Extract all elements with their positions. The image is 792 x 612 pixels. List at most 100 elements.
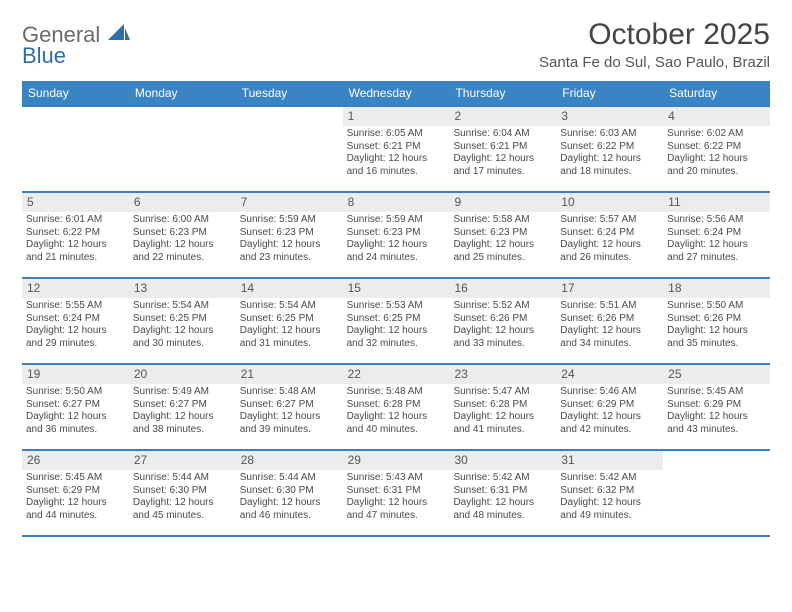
weekday-label: Wednesday — [343, 81, 450, 105]
day-line: Daylight: 12 hours and 25 minutes. — [453, 239, 552, 264]
week-row: 1 Sunrise: 6:05 AMSunset: 6:21 PMDaylight… — [22, 105, 770, 191]
day-line: Daylight: 12 hours and 17 minutes. — [453, 153, 552, 178]
day-line: Daylight: 12 hours and 24 minutes. — [347, 239, 446, 264]
day-line: Daylight: 12 hours and 35 minutes. — [667, 325, 766, 350]
day-line: Sunrise: 5:53 AM — [347, 300, 446, 313]
day-cell: 17Sunrise: 5:51 AMSunset: 6:26 PMDayligh… — [556, 279, 663, 363]
day-body: Sunrise: 5:48 AMSunset: 6:27 PMDaylight:… — [236, 386, 343, 440]
logo-line2: Blue — [22, 43, 66, 68]
day-number — [22, 107, 129, 126]
day-cell: 4 Sunrise: 6:02 AMSunset: 6:22 PMDaylight… — [663, 107, 770, 191]
day-cell — [236, 107, 343, 191]
day-number: 25 — [663, 365, 770, 384]
day-line: Daylight: 12 hours and 32 minutes. — [347, 325, 446, 350]
day-cell: 8Sunrise: 5:59 AMSunset: 6:23 PMDaylight… — [343, 193, 450, 277]
day-line: Daylight: 12 hours and 49 minutes. — [560, 497, 659, 522]
weekday-header: Sunday Monday Tuesday Wednesday Thursday… — [22, 81, 770, 105]
location: Santa Fe do Sul, Sao Paulo, Brazil — [539, 54, 770, 71]
day-number: 16 — [449, 279, 556, 298]
day-line: Sunset: 6:28 PM — [453, 399, 552, 412]
day-body: Sunrise: 5:44 AMSunset: 6:30 PMDaylight:… — [236, 472, 343, 526]
day-body: Sunrise: 5:58 AMSunset: 6:23 PMDaylight:… — [449, 214, 556, 268]
day-line: Sunrise: 5:50 AM — [26, 386, 125, 399]
day-number: 4 — [663, 107, 770, 126]
day-line: Sunrise: 6:02 AM — [667, 128, 766, 141]
day-number: 24 — [556, 365, 663, 384]
day-line: Sunrise: 5:52 AM — [453, 300, 552, 313]
week-row: 19Sunrise: 5:50 AMSunset: 6:27 PMDayligh… — [22, 363, 770, 449]
day-body: Sunrise: 6:01 AMSunset: 6:22 PMDaylight:… — [22, 214, 129, 268]
day-body: Sunrise: 5:52 AMSunset: 6:26 PMDaylight:… — [449, 300, 556, 354]
day-cell: 22Sunrise: 5:48 AMSunset: 6:28 PMDayligh… — [343, 365, 450, 449]
day-body: Sunrise: 5:53 AMSunset: 6:25 PMDaylight:… — [343, 300, 450, 354]
day-line: Daylight: 12 hours and 47 minutes. — [347, 497, 446, 522]
title-block: October 2025 Santa Fe do Sul, Sao Paulo,… — [539, 18, 770, 71]
day-number: 29 — [343, 451, 450, 470]
day-line: Sunset: 6:22 PM — [560, 141, 659, 154]
day-cell — [22, 107, 129, 191]
day-line: Daylight: 12 hours and 34 minutes. — [560, 325, 659, 350]
day-cell: 20Sunrise: 5:49 AMSunset: 6:27 PMDayligh… — [129, 365, 236, 449]
day-line: Sunrise: 6:04 AM — [453, 128, 552, 141]
day-line: Sunset: 6:26 PM — [667, 313, 766, 326]
day-body: Sunrise: 6:02 AMSunset: 6:22 PMDaylight:… — [663, 128, 770, 182]
day-cell: 28Sunrise: 5:44 AMSunset: 6:30 PMDayligh… — [236, 451, 343, 535]
weekday-label: Saturday — [663, 81, 770, 105]
day-number: 15 — [343, 279, 450, 298]
day-cell: 23Sunrise: 5:47 AMSunset: 6:28 PMDayligh… — [449, 365, 556, 449]
day-line: Sunset: 6:22 PM — [26, 227, 125, 240]
day-body: Sunrise: 5:55 AMSunset: 6:24 PMDaylight:… — [22, 300, 129, 354]
day-body: Sunrise: 5:54 AMSunset: 6:25 PMDaylight:… — [129, 300, 236, 354]
day-body: Sunrise: 5:45 AMSunset: 6:29 PMDaylight:… — [663, 386, 770, 440]
day-number: 1 — [343, 107, 450, 126]
day-line: Daylight: 12 hours and 44 minutes. — [26, 497, 125, 522]
day-line: Sunrise: 5:42 AM — [453, 472, 552, 485]
day-line: Sunset: 6:29 PM — [26, 485, 125, 498]
day-line: Daylight: 12 hours and 22 minutes. — [133, 239, 232, 264]
day-number: 6 — [129, 193, 236, 212]
day-number: 9 — [449, 193, 556, 212]
day-line: Sunset: 6:24 PM — [667, 227, 766, 240]
day-line: Sunrise: 5:48 AM — [240, 386, 339, 399]
day-line: Sunset: 6:30 PM — [133, 485, 232, 498]
day-line: Daylight: 12 hours and 39 minutes. — [240, 411, 339, 436]
day-number: 27 — [129, 451, 236, 470]
day-line: Sunrise: 5:43 AM — [347, 472, 446, 485]
day-number: 11 — [663, 193, 770, 212]
day-line: Sunrise: 5:50 AM — [667, 300, 766, 313]
day-line: Sunset: 6:27 PM — [133, 399, 232, 412]
day-line: Sunset: 6:24 PM — [560, 227, 659, 240]
day-cell: 14Sunrise: 5:54 AMSunset: 6:25 PMDayligh… — [236, 279, 343, 363]
day-line: Daylight: 12 hours and 23 minutes. — [240, 239, 339, 264]
header: General Blue October 2025 Santa Fe do Su… — [22, 18, 770, 71]
day-line: Sunrise: 5:54 AM — [133, 300, 232, 313]
day-line: Sunset: 6:30 PM — [240, 485, 339, 498]
day-line: Daylight: 12 hours and 36 minutes. — [26, 411, 125, 436]
day-body: Sunrise: 5:56 AMSunset: 6:24 PMDaylight:… — [663, 214, 770, 268]
day-body: Sunrise: 5:46 AMSunset: 6:29 PMDaylight:… — [556, 386, 663, 440]
day-cell: 30Sunrise: 5:42 AMSunset: 6:31 PMDayligh… — [449, 451, 556, 535]
day-line: Sunset: 6:21 PM — [453, 141, 552, 154]
day-cell: 29Sunrise: 5:43 AMSunset: 6:31 PMDayligh… — [343, 451, 450, 535]
day-line: Daylight: 12 hours and 21 minutes. — [26, 239, 125, 264]
day-cell — [663, 451, 770, 535]
day-line: Daylight: 12 hours and 33 minutes. — [453, 325, 552, 350]
day-cell: 24 Sunrise: 5:46 AMSunset: 6:29 PMDayligh… — [556, 365, 663, 449]
day-line: Sunrise: 5:45 AM — [667, 386, 766, 399]
day-cell: 7Sunrise: 5:59 AMSunset: 6:23 PMDaylight… — [236, 193, 343, 277]
day-body: Sunrise: 6:05 AMSunset: 6:21 PMDaylight:… — [343, 128, 450, 182]
day-line: Daylight: 12 hours and 38 minutes. — [133, 411, 232, 436]
day-body: Sunrise: 5:42 AMSunset: 6:31 PMDaylight:… — [449, 472, 556, 526]
day-line: Sunset: 6:25 PM — [240, 313, 339, 326]
day-line: Sunrise: 5:55 AM — [26, 300, 125, 313]
weeks-container: 1 Sunrise: 6:05 AMSunset: 6:21 PMDaylight… — [22, 105, 770, 535]
day-number: 5 — [22, 193, 129, 212]
day-line: Daylight: 12 hours and 20 minutes. — [667, 153, 766, 178]
day-body: Sunrise: 5:49 AMSunset: 6:27 PMDaylight:… — [129, 386, 236, 440]
day-body: Sunrise: 6:03 AMSunset: 6:22 PMDaylight:… — [556, 128, 663, 182]
day-line: Sunrise: 5:44 AM — [240, 472, 339, 485]
day-line: Sunset: 6:27 PM — [26, 399, 125, 412]
day-body: Sunrise: 5:50 AMSunset: 6:27 PMDaylight:… — [22, 386, 129, 440]
day-number: 2 — [449, 107, 556, 126]
day-line: Sunset: 6:23 PM — [347, 227, 446, 240]
